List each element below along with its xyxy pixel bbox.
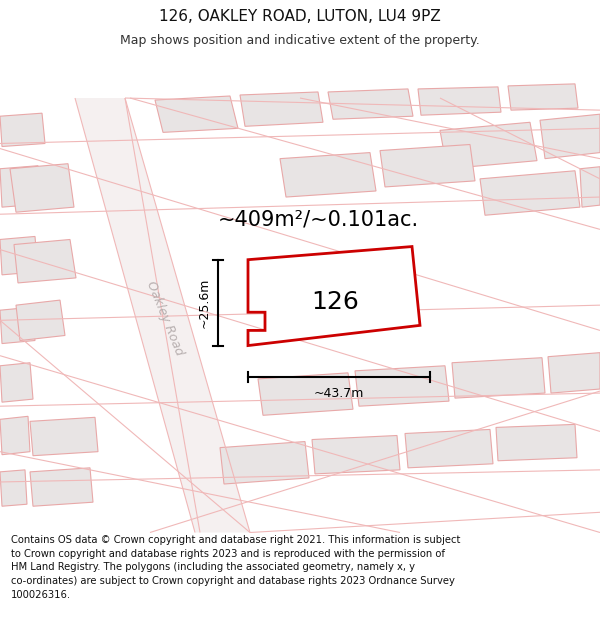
Polygon shape — [405, 429, 493, 468]
Polygon shape — [508, 84, 578, 110]
Polygon shape — [548, 352, 600, 393]
Polygon shape — [440, 122, 537, 169]
Text: Contains OS data © Crown copyright and database right 2021. This information is : Contains OS data © Crown copyright and d… — [11, 535, 460, 599]
Polygon shape — [14, 239, 76, 283]
Polygon shape — [0, 166, 40, 207]
Polygon shape — [452, 357, 545, 398]
Polygon shape — [155, 96, 238, 132]
Polygon shape — [0, 416, 30, 455]
Polygon shape — [240, 92, 323, 126]
Polygon shape — [328, 89, 413, 119]
Text: 126: 126 — [311, 290, 359, 314]
Text: ~409m²/~0.101ac.: ~409m²/~0.101ac. — [217, 209, 419, 229]
Polygon shape — [0, 236, 38, 275]
Text: ~43.7m: ~43.7m — [314, 387, 364, 400]
Polygon shape — [0, 307, 35, 344]
Polygon shape — [30, 418, 98, 456]
Text: Oakley Road: Oakley Road — [144, 279, 186, 358]
Polygon shape — [380, 144, 475, 187]
Polygon shape — [312, 436, 400, 474]
Polygon shape — [0, 113, 45, 146]
Polygon shape — [16, 300, 65, 341]
Polygon shape — [0, 470, 27, 506]
Polygon shape — [540, 114, 600, 159]
Polygon shape — [0, 362, 33, 402]
Polygon shape — [75, 98, 250, 532]
Text: Map shows position and indicative extent of the property.: Map shows position and indicative extent… — [120, 34, 480, 48]
Text: ~25.6m: ~25.6m — [198, 278, 211, 328]
Polygon shape — [280, 152, 376, 197]
Polygon shape — [355, 366, 449, 406]
Polygon shape — [220, 441, 309, 484]
Polygon shape — [30, 468, 93, 506]
Polygon shape — [580, 167, 600, 207]
Polygon shape — [496, 424, 577, 461]
Polygon shape — [10, 164, 74, 212]
Polygon shape — [248, 246, 420, 346]
Polygon shape — [258, 373, 353, 415]
Polygon shape — [480, 171, 580, 215]
Text: 126, OAKLEY ROAD, LUTON, LU4 9PZ: 126, OAKLEY ROAD, LUTON, LU4 9PZ — [159, 9, 441, 24]
Polygon shape — [418, 87, 501, 115]
